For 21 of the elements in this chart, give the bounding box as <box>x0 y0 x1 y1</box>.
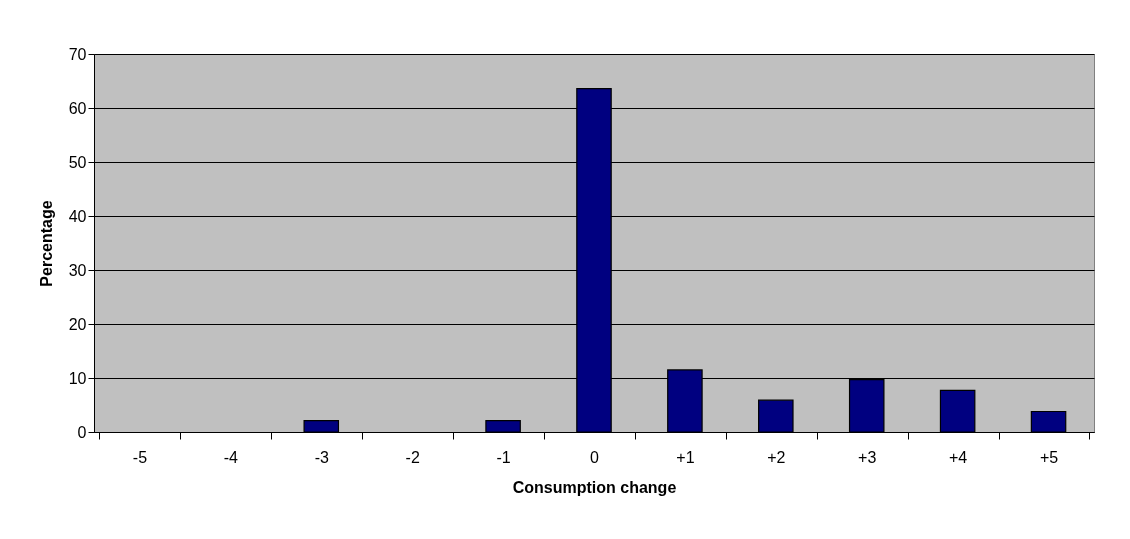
y-tick-label: 20 <box>68 315 87 333</box>
y-axis-title: Percentage <box>37 200 55 287</box>
y-tick-label: 50 <box>68 153 87 171</box>
x-axis-title: Consumption change <box>512 478 677 496</box>
y-tick-label: 40 <box>68 207 87 225</box>
y-tick-label: 10 <box>68 369 87 387</box>
x-tick-label: -4 <box>223 448 239 466</box>
y-tick-label: 60 <box>68 99 87 117</box>
x-tick-label: +4 <box>949 448 968 466</box>
x-tick-label: -2 <box>405 448 420 466</box>
y-tick-label: 70 <box>68 45 87 63</box>
x-tick-label: -5 <box>132 448 148 466</box>
x-tick-label: -3 <box>314 448 329 466</box>
x-tick-label: +2 <box>767 448 786 466</box>
x-tick-label: -1 <box>496 448 511 466</box>
x-tick-label: 0 <box>590 448 600 466</box>
x-tick-label: +1 <box>676 448 695 466</box>
y-tick-label: 30 <box>68 261 87 279</box>
x-tick-label: +3 <box>858 448 877 466</box>
y-tick-label: 0 <box>77 423 87 441</box>
x-tick-label: +5 <box>1039 448 1059 466</box>
